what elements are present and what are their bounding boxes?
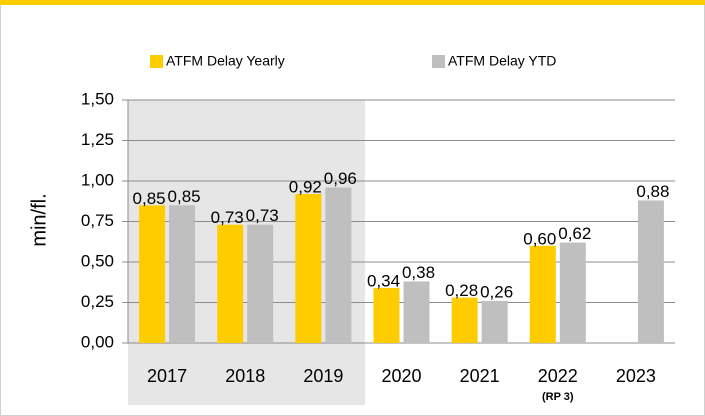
legend-label: ATFM Delay YTD — [448, 53, 556, 69]
bar — [325, 187, 352, 343]
value-label: 0,62 — [558, 224, 591, 243]
y-axis-label: min/fl. — [28, 193, 50, 246]
value-label: 0,88 — [636, 182, 669, 201]
y-tick-label: 1,00 — [81, 170, 114, 189]
value-label: 0,34 — [367, 271, 400, 290]
x-tick-label: 2021 — [460, 366, 500, 386]
legend-swatch — [432, 55, 445, 68]
bar — [217, 224, 244, 343]
x-tick-label: 2020 — [381, 366, 421, 386]
bar — [637, 200, 664, 343]
y-tick-label: 0,75 — [81, 211, 114, 230]
bar — [403, 281, 430, 343]
bar — [295, 193, 322, 343]
value-label: 0,38 — [402, 263, 435, 282]
x-tick-label: 2023 — [616, 366, 656, 386]
bar — [373, 287, 400, 343]
value-label: 0,85 — [133, 189, 166, 208]
legend-label: ATFM Delay Yearly — [166, 53, 285, 69]
y-tick-label: 0,25 — [81, 292, 114, 311]
x-tick-label: 2022 — [538, 366, 578, 386]
top-bar — [0, 0, 705, 5]
value-label: 0,26 — [480, 282, 513, 301]
x-tick-label: 2019 — [303, 366, 343, 386]
annotation: (RP 3) — [542, 391, 574, 403]
bar — [139, 205, 166, 343]
bar — [529, 245, 556, 343]
value-label: 0,28 — [445, 281, 478, 300]
value-label: 0,85 — [168, 187, 201, 206]
bar — [451, 297, 478, 343]
x-tick-label: 2017 — [147, 366, 187, 386]
value-label: 0,73 — [246, 206, 279, 225]
x-tick-label: 2018 — [225, 366, 265, 386]
y-tick-label: 1,25 — [81, 130, 114, 149]
y-tick-label: 0,00 — [81, 332, 114, 351]
bar — [559, 242, 586, 343]
value-label: 0,96 — [324, 169, 357, 188]
bar — [169, 205, 196, 343]
y-tick-label: 1,50 — [81, 89, 114, 108]
legend-swatch — [150, 55, 163, 68]
value-label: 0,60 — [523, 229, 556, 248]
bar — [247, 224, 274, 343]
y-tick-label: 0,50 — [81, 251, 114, 270]
bar — [481, 300, 508, 343]
value-label: 0,73 — [211, 208, 244, 227]
value-label: 0,92 — [289, 177, 322, 196]
